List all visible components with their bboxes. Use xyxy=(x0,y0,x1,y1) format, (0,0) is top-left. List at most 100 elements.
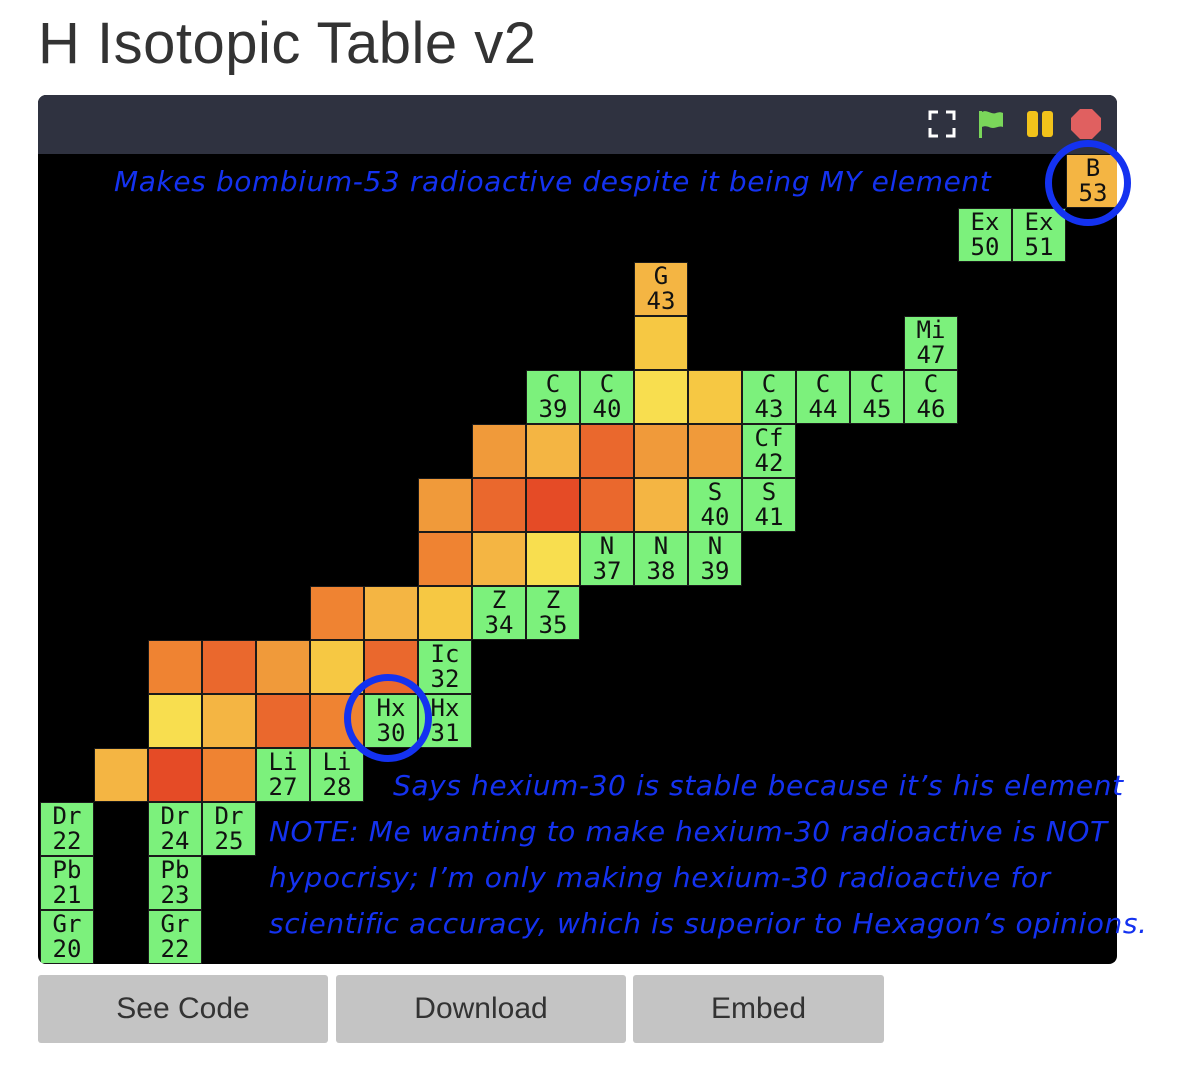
isotope-cell-c-43: C 43 xyxy=(742,370,796,424)
isotope-mass: 34 xyxy=(484,611,514,639)
isotope-cell-dr-25: Dr 25 xyxy=(202,802,256,856)
isotope-symbol: S xyxy=(761,478,777,506)
bombium-highlight-circle xyxy=(1045,140,1131,226)
isotope-mass: 27 xyxy=(268,773,298,801)
stage[interactable]: B 53 Ex 50 Ex 51 G 43 Mi 47 C 39 C 40 C 43 C 44 C 45 C 46 Cf 42… xyxy=(40,154,1117,964)
isotope-mass: 40 xyxy=(592,395,622,423)
isotope-mass: 39 xyxy=(538,395,568,423)
see-code-button[interactable]: See Code xyxy=(38,975,328,1043)
isotope-symbol: Dr xyxy=(160,802,190,830)
isotope-symbol: Li xyxy=(268,748,298,776)
isotope-symbol: Dr xyxy=(214,802,244,830)
isotope-symbol: C xyxy=(815,370,831,398)
isotope-symbol: C xyxy=(545,370,561,398)
isotope-symbol: N xyxy=(599,532,615,560)
isotope-symbol: S xyxy=(707,478,723,506)
isotope-cell-z-35: Z 35 xyxy=(526,586,580,640)
isotope-cell xyxy=(256,640,310,694)
isotope-cell xyxy=(310,640,364,694)
isotope-mass: 38 xyxy=(646,557,676,585)
isotope-cell xyxy=(526,424,580,478)
isotope-cell-gr-20: Gr 20 xyxy=(40,910,94,964)
isotope-cell-c-45: C 45 xyxy=(850,370,904,424)
isotope-symbol: C xyxy=(923,370,939,398)
isotope-symbol: Dr xyxy=(52,802,82,830)
isotope-symbol: Mi xyxy=(916,316,946,344)
isotope-cell-s-41: S 41 xyxy=(742,478,796,532)
isotope-symbol: Z xyxy=(545,586,561,614)
isotope-symbol: Ic xyxy=(430,640,460,668)
isotope-mass: 23 xyxy=(160,881,190,909)
isotope-cell xyxy=(148,748,202,802)
isotope-cell xyxy=(364,586,418,640)
isotope-cell-pb-21: Pb 21 xyxy=(40,856,94,910)
isotope-mass: 35 xyxy=(538,611,568,639)
isotope-mass: 21 xyxy=(52,881,82,909)
isotope-mass: 40 xyxy=(700,503,730,531)
isotope-symbol: Gr xyxy=(52,910,82,938)
isotope-mass: 25 xyxy=(214,827,244,855)
isotope-cell-g-43: G 43 xyxy=(634,262,688,316)
bombium-annotation: Makes bombium-53 radioactive despite it … xyxy=(114,165,992,198)
isotope-cell-li-27: Li 27 xyxy=(256,748,310,802)
isotope-mass: 20 xyxy=(52,935,82,963)
isotope-cell-pb-23: Pb 23 xyxy=(148,856,202,910)
isotope-cell xyxy=(202,694,256,748)
pause-icon[interactable] xyxy=(1024,108,1056,140)
isotope-symbol: Hx xyxy=(430,694,460,722)
isotope-mass: 37 xyxy=(592,557,622,585)
isotope-cell-n-38: N 38 xyxy=(634,532,688,586)
isotope-mass: 45 xyxy=(862,395,892,423)
isotope-cell-n-39: N 39 xyxy=(688,532,742,586)
isotope-cell xyxy=(202,748,256,802)
isotope-cell xyxy=(256,694,310,748)
isotope-cell-s-40: S 40 xyxy=(688,478,742,532)
isotope-mass: 22 xyxy=(52,827,82,855)
isotope-cell xyxy=(94,748,148,802)
stop-icon[interactable] xyxy=(1070,108,1102,140)
isotope-mass: 42 xyxy=(754,449,784,477)
note-line-3: scientific accuracy, which is superior t… xyxy=(269,907,1148,940)
isotope-cell xyxy=(688,370,742,424)
isotope-mass: 47 xyxy=(916,341,946,369)
isotope-symbol: Ex xyxy=(970,208,1000,236)
isotope-symbol: Pb xyxy=(52,856,82,884)
isotope-mass: 43 xyxy=(646,287,676,315)
hexium-highlight-circle xyxy=(344,674,432,762)
isotope-cell-c-44: C 44 xyxy=(796,370,850,424)
isotope-mass: 28 xyxy=(322,773,352,801)
isotope-cell xyxy=(418,532,472,586)
isotope-cell xyxy=(580,478,634,532)
page-title: H Isotopic Table v2 xyxy=(38,11,537,76)
isotope-cell-dr-22: Dr 22 xyxy=(40,802,94,856)
isotope-cell xyxy=(310,586,364,640)
isotope-mass: 51 xyxy=(1024,233,1054,261)
isotope-symbol: Cf xyxy=(754,424,784,452)
fullscreen-icon[interactable] xyxy=(926,108,958,140)
isotope-cell-dr-24: Dr 24 xyxy=(148,802,202,856)
isotope-mass: 41 xyxy=(754,503,784,531)
hexium-annotation: Says hexium-30 is stable because it’s hi… xyxy=(393,769,1124,802)
isotope-cell xyxy=(148,694,202,748)
isotope-cell-ex-51: Ex 51 xyxy=(1012,208,1066,262)
isotope-mass: 46 xyxy=(916,395,946,423)
isotope-cell xyxy=(688,424,742,478)
isotope-symbol: N xyxy=(653,532,669,560)
isotope-cell-mi-47: Mi 47 xyxy=(904,316,958,370)
isotope-cell xyxy=(526,478,580,532)
isotope-cell xyxy=(472,532,526,586)
isotope-symbol: G xyxy=(653,262,669,290)
isotope-mass: 24 xyxy=(160,827,190,855)
isotope-cell xyxy=(418,478,472,532)
isotope-cell xyxy=(580,424,634,478)
isotope-cell xyxy=(634,424,688,478)
isotope-cell-c-39: C 39 xyxy=(526,370,580,424)
isotope-cell xyxy=(148,640,202,694)
isotope-symbol: N xyxy=(707,532,723,560)
embed-button[interactable]: Embed xyxy=(633,975,884,1043)
isotope-mass: 22 xyxy=(160,935,190,963)
isotope-cell-ic-32: Ic 32 xyxy=(418,640,472,694)
project-player: B 53 Ex 50 Ex 51 G 43 Mi 47 C 39 C 40 C 43 C 44 C 45 C 46 Cf 42… xyxy=(38,95,1117,964)
green-flag-icon[interactable] xyxy=(974,108,1006,140)
download-button[interactable]: Download xyxy=(336,975,626,1043)
